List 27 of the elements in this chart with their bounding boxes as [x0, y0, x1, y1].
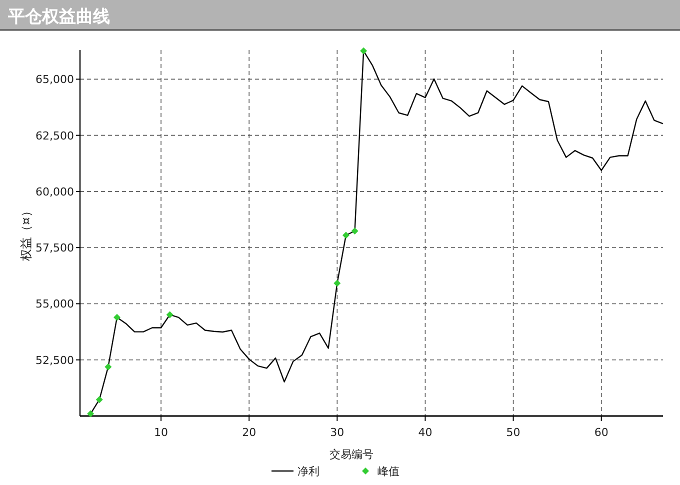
point	[360, 47, 368, 54]
legend-label: 峰值	[378, 465, 400, 478]
title-bar: 平仓权益曲线	[0, 0, 680, 31]
x-tick-label: 10	[154, 426, 168, 439]
y-tick-label: 52,500	[36, 354, 74, 367]
y-tick-label: 62,500	[36, 129, 74, 142]
y-tick-label: 55,000	[36, 298, 74, 311]
x-tick-label: 30	[330, 426, 344, 439]
x-tick-label: 20	[242, 426, 256, 439]
point	[342, 232, 350, 239]
point	[104, 363, 112, 370]
point	[334, 280, 341, 287]
x-axis-title: 交易编号	[330, 448, 374, 461]
y-tick-label: 57,500	[36, 242, 74, 255]
y-tick-label: 60,000	[36, 185, 74, 198]
legend-label: 净利	[298, 465, 320, 478]
point	[166, 311, 174, 318]
x-tick-label: 50	[506, 426, 520, 439]
y-axis-title: 权益（¤）	[19, 205, 33, 262]
y-tick-label: 65,000	[36, 73, 74, 86]
point	[351, 227, 358, 234]
point	[87, 410, 94, 418]
point	[113, 314, 120, 321]
x-tick-label: 60	[594, 426, 608, 439]
chart-title: 平仓权益曲线	[7, 7, 110, 27]
x-tick-label: 40	[418, 426, 432, 439]
point	[96, 396, 103, 404]
